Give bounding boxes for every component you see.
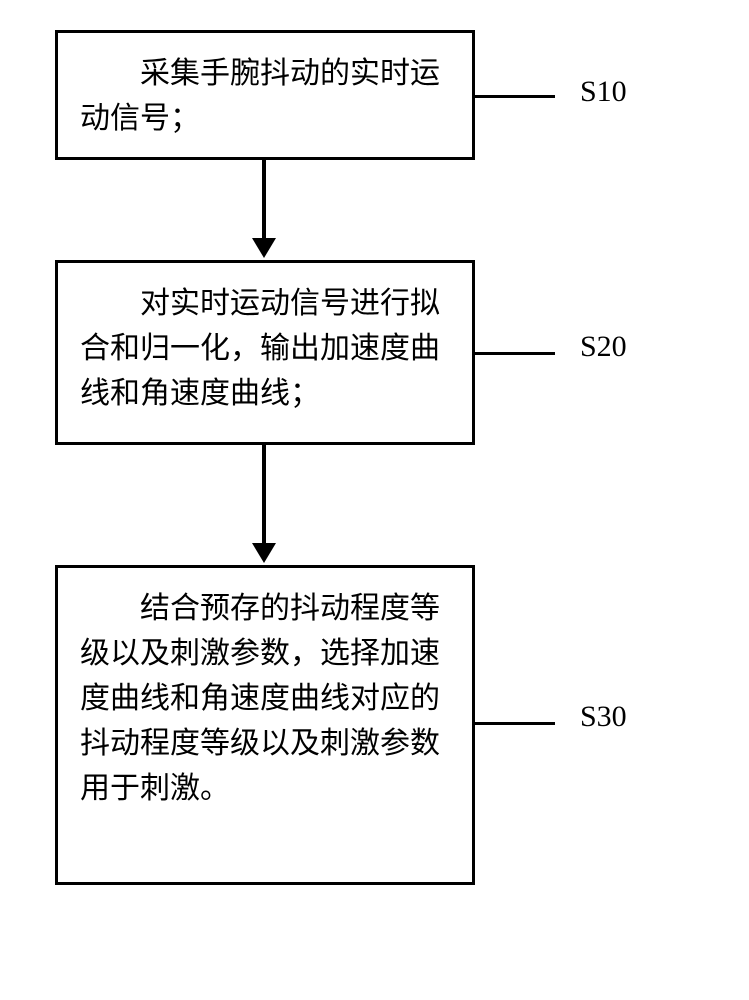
label-tick-s30: [475, 722, 555, 725]
flowchart-container: 采集手腕抖动的实时运动信号； S10 对实时运动信号进行拟合和归一化，输出加速度…: [0, 0, 749, 1000]
arrow-head-2: [252, 543, 276, 563]
step-text: 对实时运动信号进行拟合和归一化，输出加速度曲线和角速度曲线；: [80, 287, 440, 410]
step-text: 采集手腕抖动的实时运动信号；: [80, 57, 440, 135]
step-label-s30: S30: [580, 700, 627, 734]
step-box-s20: 对实时运动信号进行拟合和归一化，输出加速度曲线和角速度曲线；: [55, 260, 475, 445]
step-box-s30: 结合预存的抖动程度等级以及刺激参数，选择加速度曲线和角速度曲线对应的抖动程度等级…: [55, 565, 475, 885]
connector-line-1: [262, 160, 266, 240]
connector-line-2: [262, 445, 266, 545]
step-label-s20: S20: [580, 330, 627, 364]
label-tick-s20: [475, 352, 555, 355]
step-box-s10: 采集手腕抖动的实时运动信号；: [55, 30, 475, 160]
arrow-head-1: [252, 238, 276, 258]
step-label-s10: S10: [580, 75, 627, 109]
step-text: 结合预存的抖动程度等级以及刺激参数，选择加速度曲线和角速度曲线对应的抖动程度等级…: [80, 592, 440, 805]
label-tick-s10: [475, 95, 555, 98]
